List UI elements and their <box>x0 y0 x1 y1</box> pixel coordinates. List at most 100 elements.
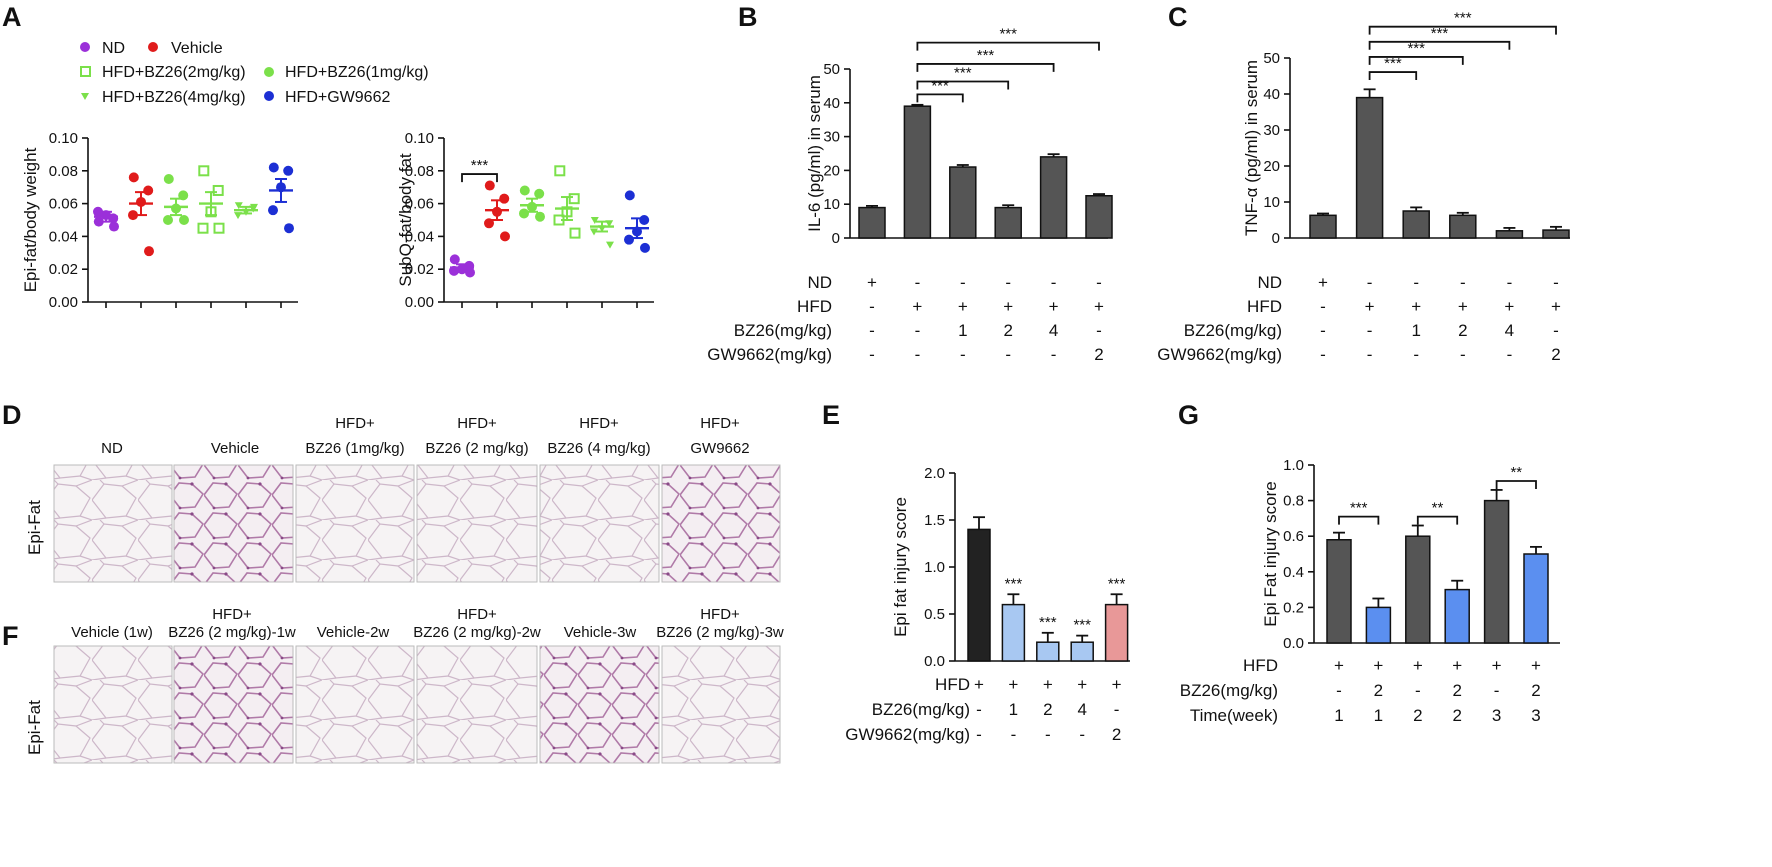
treatment-value: - <box>1367 273 1373 292</box>
y-axis-title: TNF-α (pg/ml) in serum <box>1242 60 1261 236</box>
y-tick-label: 40 <box>1263 86 1280 103</box>
histology-d-col-2: Vehicle <box>173 440 294 583</box>
data-point <box>128 210 138 221</box>
treatment-value: - <box>1011 725 1017 744</box>
treatment-row-label: HFD <box>797 297 832 316</box>
data-point <box>143 185 154 196</box>
bar <box>1523 553 1549 644</box>
y-tick-label: 10 <box>823 196 840 213</box>
histology-caption-line1: HFD+ <box>212 606 252 623</box>
y-axis-title: Epi Fat injury score <box>1261 481 1280 627</box>
y-tick-label: 0.00 <box>405 294 434 311</box>
treatment-row-label: Time(week) <box>1190 706 1278 725</box>
y-tick-label: 50 <box>823 61 840 78</box>
significance-bracket <box>1368 25 1557 35</box>
y-tick-label: 0.2 <box>1283 599 1304 616</box>
treatment-row-label: BZ26(mg/kg) <box>872 700 970 719</box>
treatment-value: + <box>912 297 922 316</box>
data-point <box>198 165 210 177</box>
treatment-value: - <box>1096 273 1102 292</box>
data-point <box>268 162 279 173</box>
treatment-row-label: ND <box>807 273 832 292</box>
histology-caption-line2: BZ26 (2 mg/kg)-3w <box>656 624 784 641</box>
y-axis-title: SubQ-fat/body fat <box>396 153 415 287</box>
data-point <box>283 165 294 176</box>
y-tick-label: 20 <box>823 162 840 179</box>
legend-a: ND Vehicle HFD+BZ26(2mg/kg) HFD+BZ26(1mg… <box>80 40 429 106</box>
treatment-value: - <box>1005 345 1011 364</box>
y-tick-label: 0.08 <box>49 163 78 180</box>
treatment-value: + <box>1504 297 1514 316</box>
legend-label: HFD+GW9662 <box>285 89 390 106</box>
y-axis-title: Epi fat injury score <box>891 497 910 637</box>
treatment-row-label: GW9662(mg/kg) <box>707 345 832 364</box>
histology-caption-line2: Vehicle <box>211 440 259 457</box>
treatment-value: + <box>1043 675 1053 694</box>
treatment-value: - <box>976 725 982 744</box>
treatment-value: + <box>1452 656 1462 675</box>
legend-marker <box>148 42 158 52</box>
histology-f: Epi-Fat Vehicle (1w) HFD+ BZ26 (2 mg/kg)… <box>25 606 784 764</box>
bar <box>1355 96 1384 239</box>
data-point <box>590 217 599 224</box>
histology-caption-line2: BZ26 (4 mg/kg) <box>547 440 650 457</box>
bar <box>1039 156 1068 239</box>
significance-bracket <box>916 63 1055 72</box>
y-tick-label: 0.04 <box>49 228 78 245</box>
histology-f-col-2: HFD+ BZ26 (2 mg/kg)-1w <box>168 606 296 764</box>
data-point <box>484 180 495 191</box>
treatment-value: 2 <box>1094 345 1103 364</box>
chart-a-subq-fat: 0.00 0.02 0.04 0.06 0.08 0.10 SubQ-fat/body fa… <box>396 130 654 311</box>
significance-label: *** <box>1005 575 1023 592</box>
histology-image <box>539 464 660 583</box>
significance-bracket <box>1416 515 1459 525</box>
histology-d-col-4: HFD+ BZ26 (2 mg/kg) <box>416 415 538 583</box>
legend-marker <box>80 66 91 77</box>
treatment-value: - <box>869 321 875 340</box>
treatment-value: + <box>1077 675 1087 694</box>
data-point <box>568 193 580 205</box>
histology-image <box>295 464 415 583</box>
histology-row-label: Epi-Fat <box>25 700 44 755</box>
treatment-value: 1 <box>1009 700 1018 719</box>
histology-f-col-1: Vehicle (1w) <box>53 624 173 764</box>
treatment-row-label: ND <box>1257 273 1282 292</box>
histology-caption-line2: BZ26 (2 mg/kg)-1w <box>168 624 296 641</box>
y-tick-label: 1.0 <box>1283 457 1304 474</box>
histology-row-label: Epi-Fat <box>25 500 44 555</box>
histology-f-col-5: Vehicle-3w <box>539 624 660 764</box>
data-point <box>624 234 634 245</box>
histology-d-col-5: HFD+ BZ26 (4 mg/kg) <box>539 415 660 583</box>
histology-caption-line2: BZ26 (1mg/kg) <box>305 440 404 457</box>
significance-label: *** <box>1431 25 1449 42</box>
y-tick-label: 2.0 <box>924 465 945 482</box>
treatment-value: + <box>1458 297 1468 316</box>
histology-caption-line2: Vehicle-2w <box>317 624 390 641</box>
histology-image <box>661 464 781 583</box>
data-point <box>465 267 475 278</box>
histology-caption-line1: HFD+ <box>457 606 497 623</box>
histology-image <box>53 464 173 583</box>
panel-label-g: G <box>1178 400 1199 430</box>
y-tick-label: 10 <box>1263 194 1280 211</box>
treatment-value: 2 <box>1551 345 1560 364</box>
y-tick-label: 1.5 <box>924 512 945 529</box>
data-point <box>500 231 510 242</box>
bar <box>1542 229 1570 239</box>
y-tick-label: 0 <box>832 230 840 247</box>
bar <box>1365 606 1392 644</box>
treatment-value: 1 <box>1374 706 1383 725</box>
treatment-value: - <box>1005 273 1011 292</box>
significance-label: *** <box>1454 10 1472 27</box>
data-point <box>93 216 104 227</box>
legend-entry-bz26-2: HFD+BZ26(2mg/kg) <box>80 64 246 81</box>
data-point <box>284 223 294 234</box>
treatment-value: 2 <box>1531 681 1540 700</box>
legend-label: ND <box>102 40 125 57</box>
treatment-value: 1 <box>1411 321 1420 340</box>
treatment-value: 2 <box>1452 681 1461 700</box>
significance-label: *** <box>1073 617 1091 634</box>
bar <box>1444 588 1470 644</box>
